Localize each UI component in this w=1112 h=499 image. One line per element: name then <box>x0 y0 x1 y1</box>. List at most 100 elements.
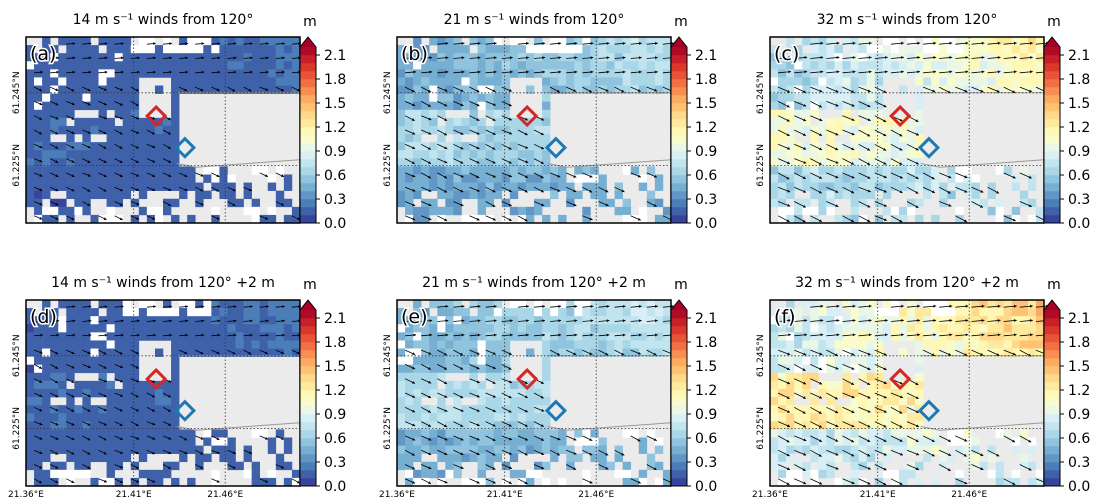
grid-cell <box>770 166 779 175</box>
grid-cell <box>842 174 851 183</box>
wind-arrow-head <box>510 319 513 323</box>
grid-cell <box>235 37 244 46</box>
grid-cell <box>770 190 779 200</box>
wind-arrow-head <box>493 70 497 74</box>
wind-arrow-head <box>72 56 76 60</box>
grid-cell <box>501 158 511 167</box>
colorbar-level <box>300 87 316 96</box>
grid-cell <box>171 53 180 62</box>
grid-cell <box>74 206 83 216</box>
grid-cell <box>42 109 51 119</box>
grid-cell <box>130 421 140 430</box>
grid-cell <box>397 69 406 78</box>
grid-cell <box>794 166 803 175</box>
grid-cell <box>98 356 107 365</box>
grid-cell <box>397 101 406 111</box>
grid-cell <box>558 477 567 487</box>
grid-cell <box>74 308 83 317</box>
grid-cell <box>646 45 656 54</box>
wind-arrow-head <box>444 218 448 221</box>
grid-cell <box>778 174 787 183</box>
grid-cell <box>509 45 519 54</box>
grid-cell <box>413 324 422 333</box>
grid-cell <box>493 429 503 438</box>
grid-cell <box>437 413 446 422</box>
grid-cell <box>939 340 948 349</box>
grid-cell <box>542 324 551 333</box>
colorbar-tick-label: 0.9 <box>324 144 346 160</box>
grid-cell <box>858 445 868 454</box>
grid-cell <box>574 85 583 94</box>
wind-arrow-head <box>885 70 888 74</box>
grid-cell <box>866 405 876 414</box>
wind-arrow-head <box>428 203 432 206</box>
grid-cell <box>646 453 656 463</box>
grid-cell <box>898 421 908 430</box>
grid-cell <box>187 53 196 62</box>
grid-cell <box>413 469 422 479</box>
grid-cell <box>890 125 900 135</box>
grid-cell <box>971 324 980 333</box>
colorbar-unit-label: m <box>303 14 317 30</box>
wind-arrow-head <box>412 409 415 413</box>
grid-cell <box>874 477 884 487</box>
panel-title: 21 m s⁻¹ winds from 120° <box>444 12 625 28</box>
grid-cell <box>509 324 519 333</box>
wind-arrow-head <box>883 119 887 122</box>
grid-cell <box>842 85 851 94</box>
grid-cell <box>923 340 932 349</box>
wind-arrow-head <box>492 381 496 384</box>
colorbar-tick-label: 0.6 <box>695 431 717 447</box>
wind-arrow-head <box>509 437 512 441</box>
wind-arrow-head <box>71 160 75 163</box>
colorbar-tick-label: 1.2 <box>324 383 346 399</box>
grid-cell <box>421 77 430 86</box>
grid-cell <box>566 316 575 325</box>
grid-cell <box>251 53 261 62</box>
grid-cell <box>818 158 827 167</box>
wind-arrow-head <box>88 70 92 74</box>
wind-arrow-head <box>949 56 953 59</box>
grid-cell <box>1011 174 1021 183</box>
grid-cell <box>74 69 83 78</box>
wind-arrow-head <box>103 160 107 163</box>
grid-cell <box>493 53 503 62</box>
wind-arrow-head <box>492 132 496 135</box>
grid-cell <box>810 174 819 183</box>
gridlines <box>397 300 671 486</box>
grid-cell <box>130 117 140 127</box>
grid-cell <box>995 461 1005 471</box>
grid-cell <box>662 300 672 309</box>
wind-arrow-head <box>72 319 76 323</box>
grid-cell <box>794 53 803 62</box>
wind-arrow-head <box>510 70 513 74</box>
grid-cell <box>163 429 172 438</box>
wind-arrow-head <box>836 56 840 59</box>
wind-arrow-head <box>282 56 285 60</box>
grid-cell <box>638 182 648 191</box>
grid-cell <box>963 429 972 438</box>
wind-arrow-head <box>476 366 480 370</box>
grid-cell <box>275 308 285 317</box>
grid-cell <box>50 198 59 208</box>
grid-cell <box>493 348 503 357</box>
wind-arrow-head <box>216 216 220 220</box>
grid-cell <box>858 356 868 365</box>
grid-cell <box>477 388 486 398</box>
grid-cell <box>66 332 75 341</box>
grid-cell <box>154 397 164 406</box>
grid-cell <box>34 372 43 382</box>
colorbar-level <box>671 159 687 168</box>
grid-cell <box>987 61 996 70</box>
grid-cell <box>163 198 172 208</box>
wind-arrow-head <box>248 188 252 192</box>
grid-cell <box>654 85 664 94</box>
wind-arrow-head <box>120 379 123 383</box>
gridlines <box>770 37 1044 223</box>
grid-cell <box>453 388 462 398</box>
grid-cell <box>163 332 172 341</box>
wind-arrow-head <box>39 88 43 92</box>
x-tick-label: 21.41°E <box>116 490 152 499</box>
grid-cell <box>842 332 851 341</box>
grid-cell <box>517 324 527 333</box>
